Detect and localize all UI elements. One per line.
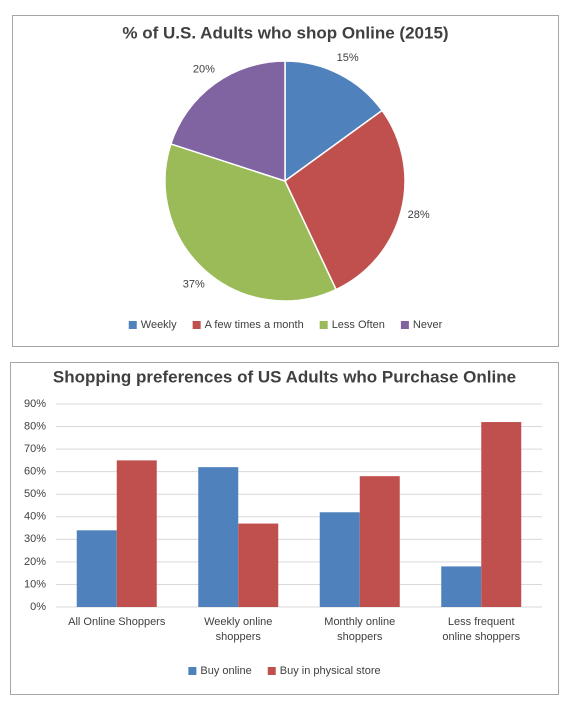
y-tick-label: 40% [24,511,46,523]
pie-slice [284,109,406,291]
x-tick-label: Less frequent online shoppers [442,616,521,643]
legend-swatch [319,321,328,329]
pie-slice [164,142,338,302]
x-tick-label: Weekly online shoppers [204,616,273,643]
legend-swatch [192,321,201,329]
legend-label: Never [413,319,443,331]
bar [319,512,360,607]
chart: Shopping preferences of US Adults who Pu… [24,367,542,677]
chart: % of U.S. Adults who shop Online (2015) 1… [122,23,448,331]
y-tick-label: 10% [24,578,46,590]
y-tick-label: 90% [24,398,46,410]
data-label: 15% [337,52,359,64]
bar [116,460,157,607]
legend: Weekly A few times a month Less Often Never [128,319,443,331]
chart-title: % of U.S. Adults who shop Online (2015) [122,23,448,42]
legend-swatch [128,321,137,329]
x-tick-label: All Online Shoppers [68,616,166,628]
bar-chart-frame: Shopping preferences of US Adults who Pu… [10,362,559,695]
y-tick-label: 30% [24,533,46,545]
pie-slice [169,60,286,183]
x-tick-label-box: Weekly online shoppers [204,616,273,643]
legend-label: Less Often [332,319,385,331]
chart-title: Shopping preferences of US Adults who Pu… [53,367,516,386]
legend-swatch [188,667,197,675]
y-tick-label: 0% [30,601,46,613]
bar [198,467,239,607]
pie-slice [284,60,384,183]
x-tick-label: Monthly online shoppers [324,616,396,643]
y-tick-label: 60% [24,466,46,478]
x-tick-label-box: Less frequent online shoppers [442,616,521,643]
bar [481,422,522,607]
legend-label: Buy in physical store [280,665,381,677]
legend-swatch [400,321,409,329]
legend: Buy online Buy in physical store [188,665,381,677]
y-tick-label: 50% [24,488,46,500]
x-tick-label-box: All Online Shoppers [68,616,166,628]
data-label: 37% [183,278,205,290]
bar [441,566,482,607]
x-tick-label-box: Monthly online shoppers [324,616,396,643]
data-label: 20% [193,63,215,75]
data-label: 28% [408,209,430,221]
legend-label: Buy online [200,665,251,677]
pie-chart-frame: % of U.S. Adults who shop Online (2015) 1… [12,15,559,347]
bar [359,476,400,607]
bar [76,530,117,607]
legend-swatch [267,667,276,675]
legend-label: Weekly [141,319,177,331]
y-tick-label: 80% [24,420,46,432]
legend-label: A few times a month [205,319,304,331]
y-tick-label: 70% [24,443,46,455]
bar [238,523,279,607]
y-tick-label: 20% [24,556,46,568]
